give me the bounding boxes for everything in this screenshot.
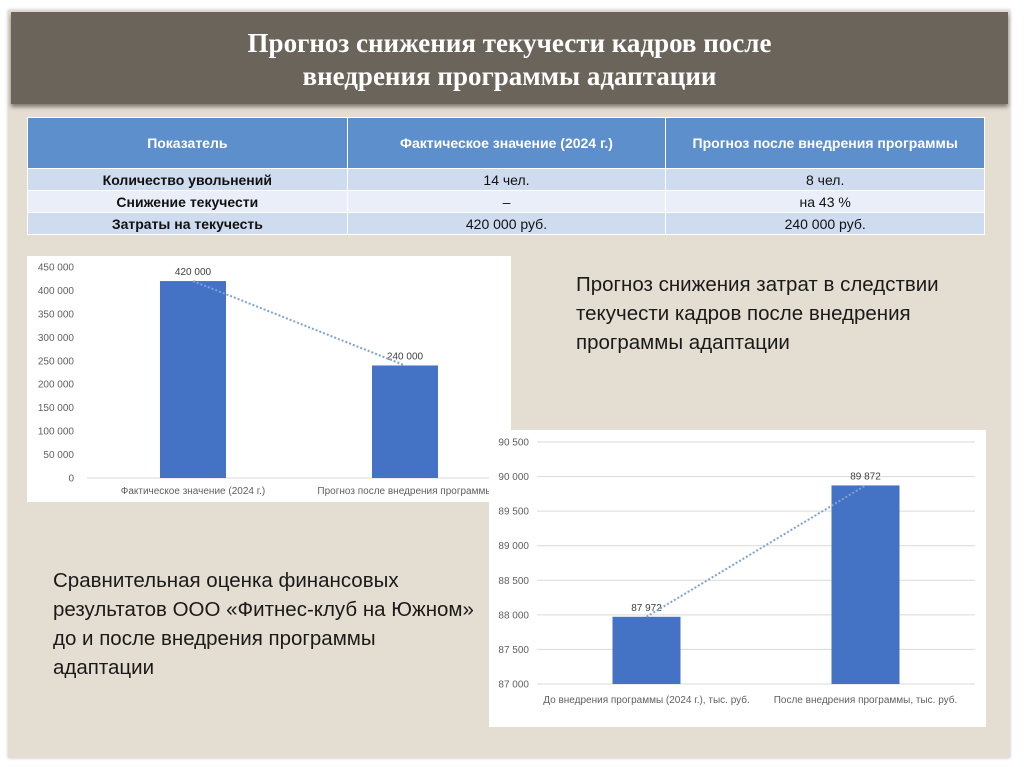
turnover-costs-chart-svg: 0 50 000 100 000 150 000 200 000 250 000 300 0… <box>38 263 511 497</box>
table-cell: на 43 % <box>665 190 985 213</box>
data-label: 87 972 <box>631 603 662 614</box>
y-tick-label: 250 000 <box>38 356 75 367</box>
y-tick-label: 450 000 <box>38 263 75 274</box>
data-label: 240 000 <box>387 351 424 362</box>
x-category-label: После внедрения программы, тыс. руб. <box>774 694 958 706</box>
trend-line <box>645 484 867 618</box>
bar <box>372 365 438 478</box>
bar <box>831 485 900 684</box>
y-tick-label: 400 000 <box>38 286 75 297</box>
y-tick-label: 50 000 <box>43 450 74 461</box>
financial-comparison-note: Сравнительная оценка финансовых результа… <box>53 566 489 682</box>
table-header-cell: Фактическое значение (2024 г.) <box>346 117 667 169</box>
title-line-2: внедрения программы адаптации <box>302 61 717 91</box>
y-tick-label: 89 000 <box>498 541 529 552</box>
table-header-row: Показатель Фактическое значение (2024 г.… <box>27 117 985 169</box>
x-category-label: До внедрения программы (2024 г.), тыс. р… <box>543 694 750 706</box>
note-line: Сравнительная оценка финансовых <box>53 569 399 592</box>
y-tick-label: 200 000 <box>38 380 75 391</box>
table-cell: 14 чел. <box>346 168 667 191</box>
note-line: до и после внедрения программы <box>53 627 376 650</box>
financial-results-chart: 87 000 87 500 88 000 88 500 89 000 89 500 90 0… <box>489 430 986 727</box>
costs-forecast-note: Прогноз снижения затрат в следствии теку… <box>576 273 939 354</box>
bar <box>612 616 681 684</box>
table-cell-label: Затраты на текучесть <box>27 212 348 235</box>
table-header-cell: Прогноз после внедрения программы <box>665 117 985 169</box>
y-tick-label: 150 000 <box>38 403 75 414</box>
x-category-label: Прогноз после внедрения программы <box>317 486 492 497</box>
table-cell: 8 чел. <box>665 168 985 191</box>
table-row: Количество увольнений 14 чел. 8 чел. <box>27 168 985 191</box>
bar <box>160 281 226 478</box>
y-tick-label: 90 000 <box>498 472 529 483</box>
note-line: адаптации <box>53 656 155 679</box>
y-tick-label: 90 500 <box>498 438 529 449</box>
table-cell-label: Количество увольнений <box>27 168 348 191</box>
table-row: Затраты на текучесть 420 000 руб. 240 00… <box>27 212 985 235</box>
x-category-label: Фактическое значение (2024 г.) <box>121 486 266 497</box>
table-header-cell: Показатель <box>27 117 348 169</box>
table-row: Снижение текучести – на 43 % <box>27 190 985 213</box>
y-tick-label: 100 000 <box>38 427 75 438</box>
y-tick-label: 88 000 <box>498 610 529 621</box>
title-bar: Прогноз снижения текучести кадров после … <box>11 12 1008 104</box>
y-tick-label: 87 000 <box>498 680 529 691</box>
note-line: результатов ООО «Фитнес-клуб на Южном» <box>53 598 474 621</box>
table-cell: 420 000 руб. <box>346 212 667 235</box>
table-cell-label: Снижение текучести <box>27 190 348 213</box>
turnover-costs-chart: 0 50 000 100 000 150 000 200 000 250 000 300 0… <box>27 256 511 502</box>
data-label: 420 000 <box>175 267 212 278</box>
data-label: 89 872 <box>850 471 881 482</box>
y-tick-label: 350 000 <box>38 309 75 320</box>
table-cell: 240 000 руб. <box>665 212 985 235</box>
table-cell: – <box>346 190 667 213</box>
indicators-table: Показатель Фактическое значение (2024 г.… <box>27 117 985 235</box>
financial-results-chart-svg: 87 000 87 500 88 000 88 500 89 000 89 500 90 0… <box>498 438 975 706</box>
y-tick-label: 88 500 <box>498 576 529 587</box>
y-tick-label: 0 <box>68 474 74 485</box>
title-line-1: Прогноз снижения текучести кадров после <box>247 28 772 58</box>
y-tick-label: 300 000 <box>38 333 75 344</box>
y-tick-label: 89 500 <box>498 507 529 518</box>
y-tick-label: 87 500 <box>498 645 529 656</box>
